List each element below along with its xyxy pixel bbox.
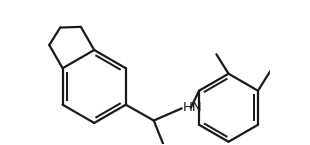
Text: HN: HN xyxy=(182,101,202,114)
